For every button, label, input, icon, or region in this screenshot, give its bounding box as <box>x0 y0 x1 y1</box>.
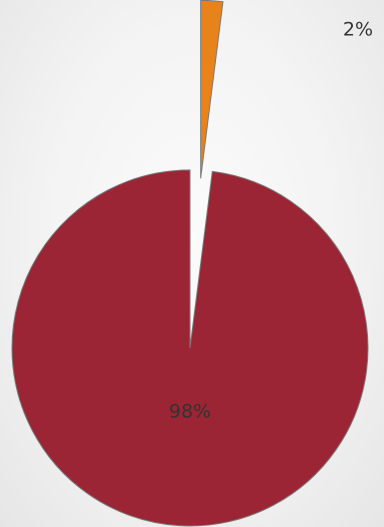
data-label-1: 98% <box>169 401 211 423</box>
pie-data-labels: 98% 2% <box>169 19 373 423</box>
pie-slice-1 <box>11 169 369 527</box>
pie-slices <box>11 0 369 527</box>
data-label-2: 2% <box>343 19 373 41</box>
pie-slice-2 <box>200 0 224 179</box>
